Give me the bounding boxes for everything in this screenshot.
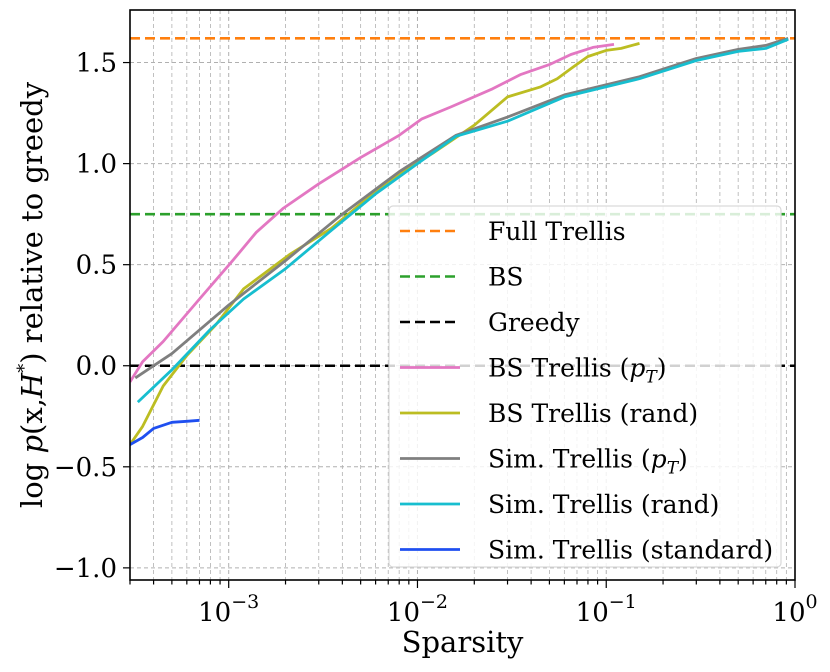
y-axis-label: log p(x,H*) relative to greedy <box>14 81 49 508</box>
y-tick-label: 0.5 <box>76 251 117 281</box>
x-axis-label: Sparsity <box>402 625 524 659</box>
series-8-line <box>130 418 200 446</box>
legend-item-7-label: Sim. Trellis (rand) <box>488 490 719 519</box>
legend-item-3: Greedy <box>400 308 581 337</box>
legend-item-8: Sim. Trellis (standard) <box>400 536 773 565</box>
legend-item-1: Full Trellis <box>400 217 626 246</box>
legend: Full Trellis BS Greedy BS Trellis (pT) BS Tr… <box>388 205 782 568</box>
y-tick-label: 1.5 <box>76 49 117 79</box>
x-tick-label: 10−3 <box>198 591 259 628</box>
y-axis-label-p: p <box>15 435 49 454</box>
legend-item-2-label: BS <box>488 263 524 292</box>
legend-item-6-label: Sim. Trellis (pT) <box>488 445 688 479</box>
series-7-line <box>136 38 789 404</box>
legend-item-8-label: Sim. Trellis (standard) <box>488 536 773 565</box>
legend-item-4-label: BS Trellis (pT) <box>488 354 667 388</box>
x-tick-label: 100 <box>772 591 817 628</box>
legend-item-2: BS <box>400 263 524 292</box>
y-tick-label: 1.0 <box>76 150 117 180</box>
legend-item-5: BS Trellis (rand) <box>400 399 698 428</box>
y-axis-label-prefix: log <box>15 454 49 509</box>
y-tick-label: −0.5 <box>54 453 117 483</box>
y-tick-label: −1.0 <box>54 554 117 584</box>
series-4-line <box>130 43 615 383</box>
y-axis-label-h: H <box>15 372 49 399</box>
plot-frame <box>129 9 796 581</box>
legend-box <box>388 205 782 568</box>
y-axis-label-star: * <box>14 364 35 373</box>
axis-ticks: 10−3 10−2 10−1 100 1.5 1.0 0.5 0.0 −0.5 −1.0 <box>54 49 818 628</box>
legend-item-3-label: Greedy <box>488 308 581 337</box>
legend-item-7: Sim. Trellis (rand) <box>400 490 719 519</box>
y-axis-label-suffix: relative to greedy <box>15 81 49 352</box>
y-axis-label-args: (x, <box>15 398 49 435</box>
legend-item-6: Sim. Trellis (pT) <box>400 445 688 479</box>
y-axis-label-close: ) <box>15 352 49 363</box>
legend-item-4: BS Trellis (pT) <box>400 354 667 388</box>
y-tick-label: 0.0 <box>76 352 117 382</box>
legend-item-5-label: BS Trellis (rand) <box>488 399 698 428</box>
legend-item-1-label: Full Trellis <box>488 217 626 246</box>
series-6-line <box>134 36 789 380</box>
x-tick-label: 10−2 <box>387 591 448 628</box>
x-tick-label: 10−1 <box>576 591 637 628</box>
